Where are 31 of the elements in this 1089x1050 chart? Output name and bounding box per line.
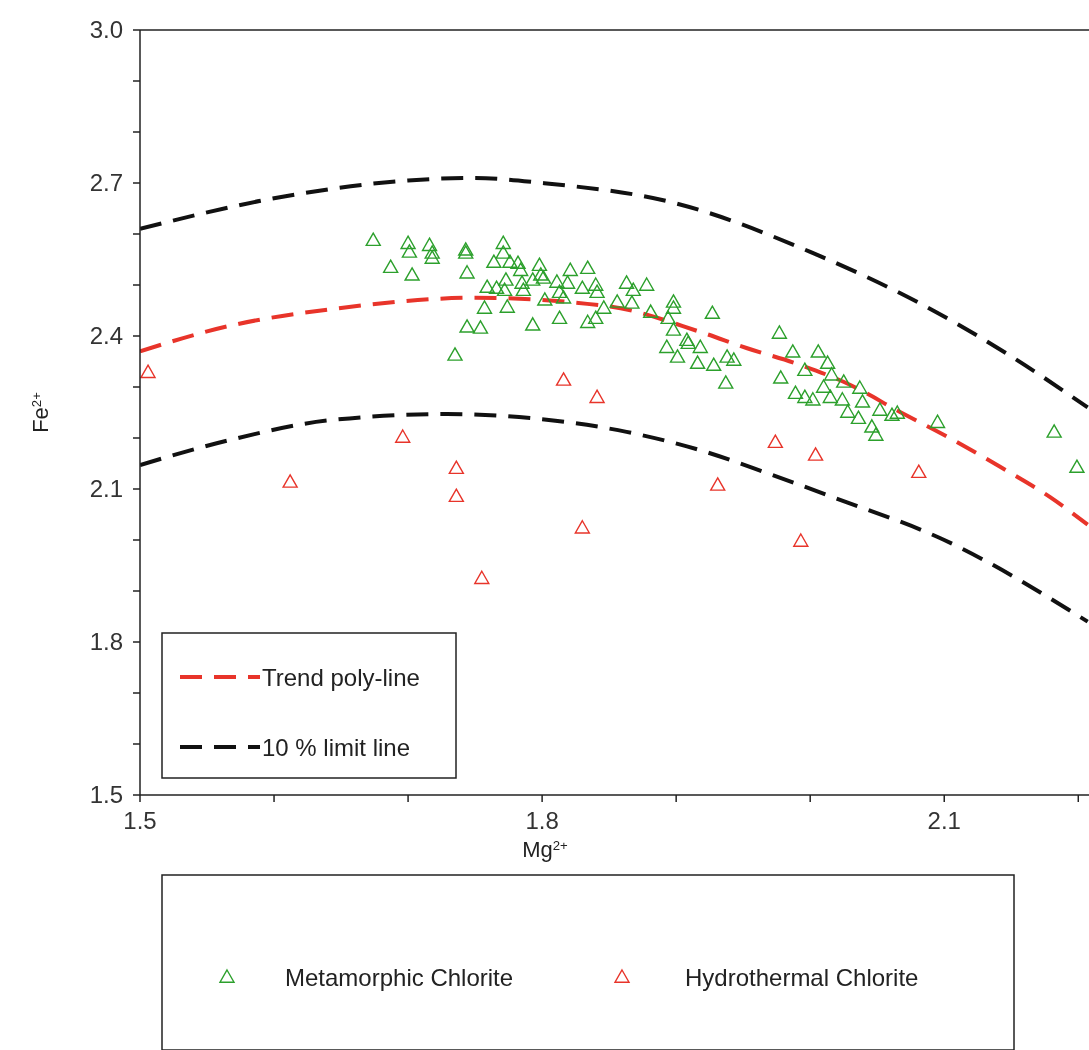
point bbox=[589, 389, 605, 404]
y-tick-label: 2.4 bbox=[89, 322, 123, 349]
x-tick-label: 1.5 bbox=[123, 807, 157, 834]
y-tick-label: 1.8 bbox=[89, 628, 123, 655]
point bbox=[710, 477, 726, 491]
point bbox=[555, 372, 572, 386]
x-tick-label: 1.8 bbox=[525, 807, 559, 834]
point bbox=[140, 364, 156, 379]
point bbox=[911, 464, 927, 479]
point bbox=[574, 520, 591, 534]
x-tick-label: 2.1 bbox=[927, 807, 961, 834]
y-tick-label: 3.0 bbox=[89, 16, 123, 43]
legend-label: Metamorphic Chlorite bbox=[285, 964, 514, 991]
line-series bbox=[140, 412, 1089, 624]
y-tick-label: 2.1 bbox=[89, 475, 123, 502]
legend-label: Hydrothermal Chlorite bbox=[685, 964, 919, 991]
point bbox=[807, 447, 824, 461]
point bbox=[793, 533, 809, 547]
point bbox=[395, 429, 411, 443]
line-series bbox=[140, 175, 1089, 410]
y-tick-label: 2.7 bbox=[89, 169, 123, 196]
line-series bbox=[140, 295, 1089, 527]
point bbox=[282, 474, 298, 488]
x-axis-title: Mg$^{2+}$ bbox=[522, 837, 569, 862]
point bbox=[767, 434, 784, 449]
point bbox=[474, 570, 490, 585]
legend-label: Trend poly-line bbox=[262, 664, 420, 691]
point bbox=[448, 488, 465, 503]
y-tick-label: 1.5 bbox=[89, 781, 123, 808]
legend-label: 10 % limit line bbox=[262, 734, 411, 761]
point bbox=[448, 460, 465, 475]
